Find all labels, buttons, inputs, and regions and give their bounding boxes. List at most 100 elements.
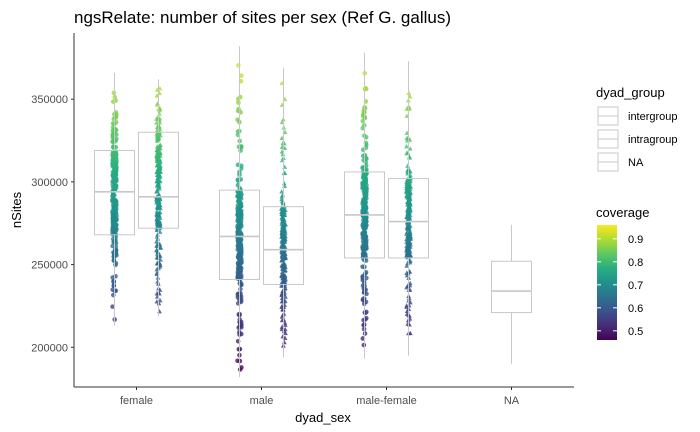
data-point xyxy=(154,178,160,184)
box-body xyxy=(138,131,179,229)
data-point xyxy=(239,259,244,265)
box-body xyxy=(263,206,304,285)
data-point xyxy=(111,90,117,96)
data-point xyxy=(158,257,163,262)
data-point xyxy=(156,136,161,142)
data-point xyxy=(112,192,117,198)
data-point xyxy=(238,196,244,201)
data-point xyxy=(238,166,244,171)
data-point xyxy=(235,212,240,218)
data-point xyxy=(110,134,116,140)
data-point xyxy=(279,219,285,224)
legend-group-label: NA xyxy=(628,157,644,169)
data-point xyxy=(282,298,288,303)
data-point xyxy=(280,334,286,339)
colorbar-label: 0.8 xyxy=(628,257,643,269)
data-point xyxy=(155,151,161,156)
data-point xyxy=(404,214,410,220)
data-point xyxy=(155,175,160,181)
data-point xyxy=(157,158,163,164)
data-point xyxy=(407,206,413,212)
data-point xyxy=(280,151,286,157)
box-male-intragroup xyxy=(263,67,304,358)
colorbar xyxy=(597,225,617,340)
data-point xyxy=(237,265,242,271)
colorbar-label: 0.6 xyxy=(628,303,643,315)
box-body xyxy=(388,178,429,259)
data-point xyxy=(360,185,365,191)
data-point xyxy=(110,209,115,214)
data-point xyxy=(280,272,286,278)
legend-coverage: coverage 0.5 0.6 0.7 0.8 0.9 xyxy=(596,205,649,340)
box-male-female-intergroup xyxy=(344,52,385,359)
data-point xyxy=(238,187,243,192)
data-point xyxy=(405,163,411,168)
legend-dyad-group: dyad_group intergroup intragroup NA xyxy=(596,85,678,172)
data-point xyxy=(361,108,367,113)
data-point xyxy=(282,274,288,279)
legend-group-item: intragroup xyxy=(597,129,678,149)
data-point xyxy=(360,264,365,269)
data-point xyxy=(281,252,287,257)
data-point xyxy=(404,144,409,149)
data-point xyxy=(155,219,161,224)
data-point xyxy=(157,308,162,314)
data-point xyxy=(407,244,413,249)
data-point xyxy=(407,146,413,151)
data-point xyxy=(236,63,241,68)
data-point xyxy=(112,185,118,191)
colorbar-label: 0.7 xyxy=(628,280,643,292)
data-point xyxy=(154,131,160,136)
data-point xyxy=(238,216,244,222)
data-point xyxy=(405,252,410,257)
data-point xyxy=(407,178,413,184)
data-point xyxy=(279,196,285,202)
data-point xyxy=(158,244,163,250)
x-axis-title: dyad_sex xyxy=(295,410,351,425)
data-point xyxy=(360,245,366,251)
y-tick-label: 300000 xyxy=(31,177,68,189)
y-axis-title: nSites xyxy=(9,191,24,228)
data-point xyxy=(283,330,288,336)
data-point xyxy=(114,226,119,232)
data-point xyxy=(156,192,162,197)
data-point xyxy=(156,204,162,209)
data-point xyxy=(281,180,287,186)
data-point xyxy=(156,168,162,173)
data-point xyxy=(239,73,244,78)
data-point xyxy=(235,243,241,249)
data-point xyxy=(235,275,241,280)
data-point xyxy=(154,156,160,161)
data-point xyxy=(282,224,287,229)
data-point xyxy=(363,86,369,92)
data-point xyxy=(154,247,159,253)
data-point xyxy=(237,240,243,245)
data-point xyxy=(111,258,117,263)
data-point xyxy=(360,221,366,227)
data-point xyxy=(363,224,368,230)
data-point xyxy=(362,331,368,336)
data-point xyxy=(112,198,118,204)
data-point xyxy=(236,106,241,112)
box-body xyxy=(94,149,135,236)
data-point xyxy=(238,298,244,304)
data-point xyxy=(281,339,287,345)
data-point xyxy=(405,150,411,155)
colorbar-label: 0.9 xyxy=(628,234,643,246)
data-point xyxy=(405,184,411,189)
data-point xyxy=(110,139,115,145)
data-point xyxy=(280,249,285,255)
x-tick-label: male xyxy=(250,395,274,407)
data-point xyxy=(279,283,284,288)
points-male-intergroup xyxy=(235,63,244,372)
data-point xyxy=(280,266,286,271)
data-point xyxy=(155,275,161,280)
data-point xyxy=(113,172,118,177)
data-point xyxy=(154,239,159,244)
data-point xyxy=(405,220,411,226)
data-point xyxy=(407,229,413,235)
legend-group-item: NA xyxy=(597,152,644,172)
data-point xyxy=(283,294,288,299)
data-point xyxy=(155,187,161,192)
data-point xyxy=(154,154,160,159)
